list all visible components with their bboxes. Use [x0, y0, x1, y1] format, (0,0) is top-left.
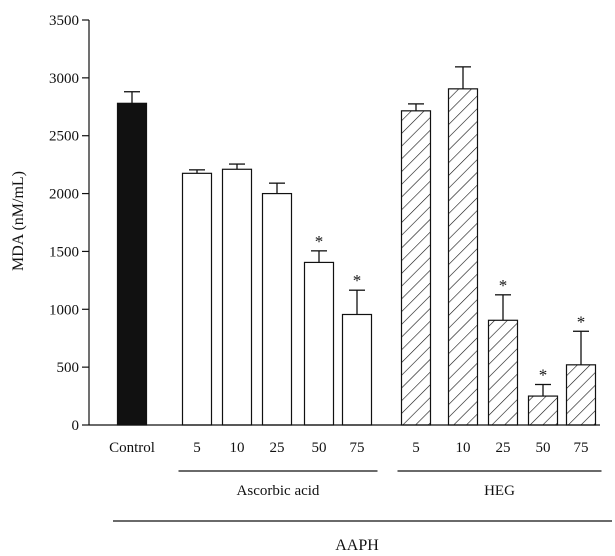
x-tick-label: 50 [312, 440, 327, 456]
bar [221, 168, 253, 426]
x-tick-label: 50 [536, 440, 551, 456]
x-tick-label: 10 [456, 440, 471, 456]
x-tick-label: 10 [230, 440, 245, 456]
y-tick-label: 2500 [49, 129, 79, 145]
x-axis: Control 5 10 25 50 75 5 10 25 50 75 Ascorbic acid HE… [89, 424, 612, 522]
y-axis-label: MDA (nM/mL) [10, 171, 27, 271]
significance-mark: * [539, 366, 548, 385]
x-tick-label: 75 [350, 440, 365, 456]
group-label: HEG [484, 483, 515, 499]
significance-mark: * [577, 312, 586, 331]
x-tick-label: 75 [574, 440, 589, 456]
y-tick-label: 500 [57, 360, 80, 376]
x-tick-label: 25 [270, 440, 285, 456]
bar [341, 313, 373, 426]
y-tick-label: 1500 [49, 244, 79, 260]
y-tick-label: 3500 [49, 13, 79, 29]
significance-mark: * [315, 232, 324, 251]
bar [261, 192, 293, 426]
y-tick-label: 3000 [49, 71, 79, 87]
x-tick-label: Control [109, 440, 155, 456]
group-label: Ascorbic acid [237, 483, 320, 499]
y-tick-label: 1000 [49, 302, 79, 318]
y-tick-label: 0 [72, 418, 80, 434]
bar [303, 261, 335, 426]
bar [487, 319, 519, 426]
bar [116, 102, 148, 426]
bar [447, 88, 479, 426]
y-tick-label: 2000 [49, 187, 79, 203]
bar [400, 110, 432, 426]
x-tick-label: 5 [193, 440, 201, 456]
x-axis-label: AAPH [335, 537, 379, 554]
significance-mark: * [499, 276, 508, 295]
bar [527, 395, 559, 426]
bars: * * * * * [116, 66, 597, 426]
significance-mark: * [353, 271, 362, 290]
x-tick-label: 25 [496, 440, 511, 456]
y-axis: 0 500 1000 1500 2000 2500 3000 3500 [49, 13, 90, 434]
bar [181, 172, 213, 426]
bar [565, 364, 597, 426]
x-tick-label: 5 [412, 440, 420, 456]
